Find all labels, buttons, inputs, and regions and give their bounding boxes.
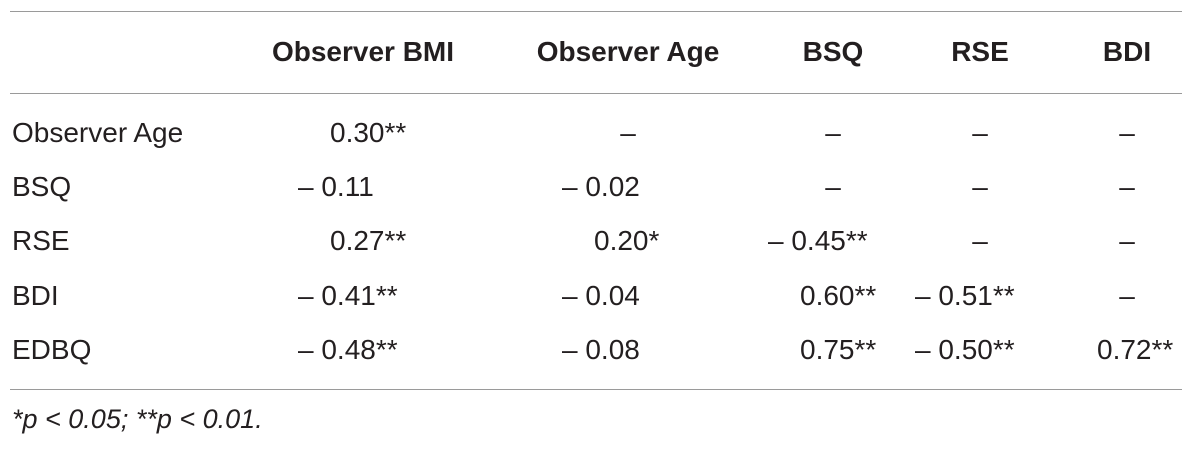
cell-value: – 0.45** (768, 225, 868, 256)
cell-dash: – (1119, 280, 1135, 311)
cell-value: 0.30** (330, 117, 407, 148)
row-label: RSE (12, 225, 70, 256)
cell-value: – 0.02 (562, 171, 640, 202)
cell-dash: – (825, 117, 841, 148)
top-rule (10, 11, 1182, 12)
cell-dash: – (972, 225, 988, 256)
header-rule (10, 93, 1182, 94)
cell-dash: – (1119, 171, 1135, 202)
cell-value: – 0.41** (298, 280, 398, 311)
column-header: BDI (1102, 36, 1152, 67)
column-header: RSE (951, 36, 1009, 67)
cell-dash: – (972, 171, 988, 202)
cell-dash: – (620, 117, 636, 148)
bottom-rule (10, 389, 1182, 390)
cell-value: 0.72** (1097, 334, 1174, 365)
column-header: Observer BMI (271, 36, 455, 67)
row-label: EDBQ (12, 334, 92, 365)
row-label: BDI (12, 280, 59, 311)
cell-value: – 0.04 (562, 280, 640, 311)
row-label: BSQ (12, 171, 72, 202)
column-header: BSQ (802, 36, 864, 67)
cell-dash: – (1119, 225, 1135, 256)
cell-dash: – (1119, 117, 1135, 148)
cell-value: – 0.11 (298, 171, 374, 202)
footnote: *p < 0.05; **p < 0.01. (12, 404, 263, 434)
row-label: Observer Age (12, 117, 184, 148)
cell-dash: – (972, 117, 988, 148)
cell-value: 0.27** (330, 225, 407, 256)
cell-value: – 0.50** (915, 334, 1015, 365)
cell-dash: – (825, 171, 841, 202)
cell-value: 0.75** (800, 334, 877, 365)
cell-value: 0.60** (800, 280, 877, 311)
cell-value: – 0.08 (562, 334, 640, 365)
cell-value: – 0.48** (298, 334, 398, 365)
cell-value: – 0.51** (915, 280, 1015, 311)
column-header: Observer Age (536, 36, 720, 67)
cell-value: 0.20* (594, 225, 660, 256)
